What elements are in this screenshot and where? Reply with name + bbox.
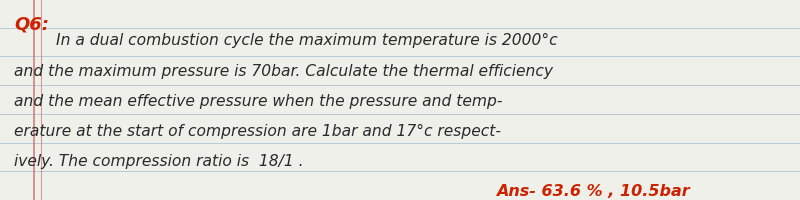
Text: and the mean effective pressure when the pressure and temp-: and the mean effective pressure when the… bbox=[14, 94, 503, 108]
Text: Q6:: Q6: bbox=[14, 15, 50, 33]
Text: and the maximum pressure is 70bar. Calculate the thermal efficiency: and the maximum pressure is 70bar. Calcu… bbox=[14, 64, 554, 78]
Text: In a dual combustion cycle the maximum temperature is 2000°c: In a dual combustion cycle the maximum t… bbox=[56, 33, 558, 47]
Text: ively. The compression ratio is  18/1 .: ively. The compression ratio is 18/1 . bbox=[14, 153, 304, 168]
Text: erature at the start of compression are 1bar and 17°c respect-: erature at the start of compression are … bbox=[14, 123, 502, 138]
Text: Ans- 63.6 % , 10.5bar: Ans- 63.6 % , 10.5bar bbox=[496, 183, 690, 198]
